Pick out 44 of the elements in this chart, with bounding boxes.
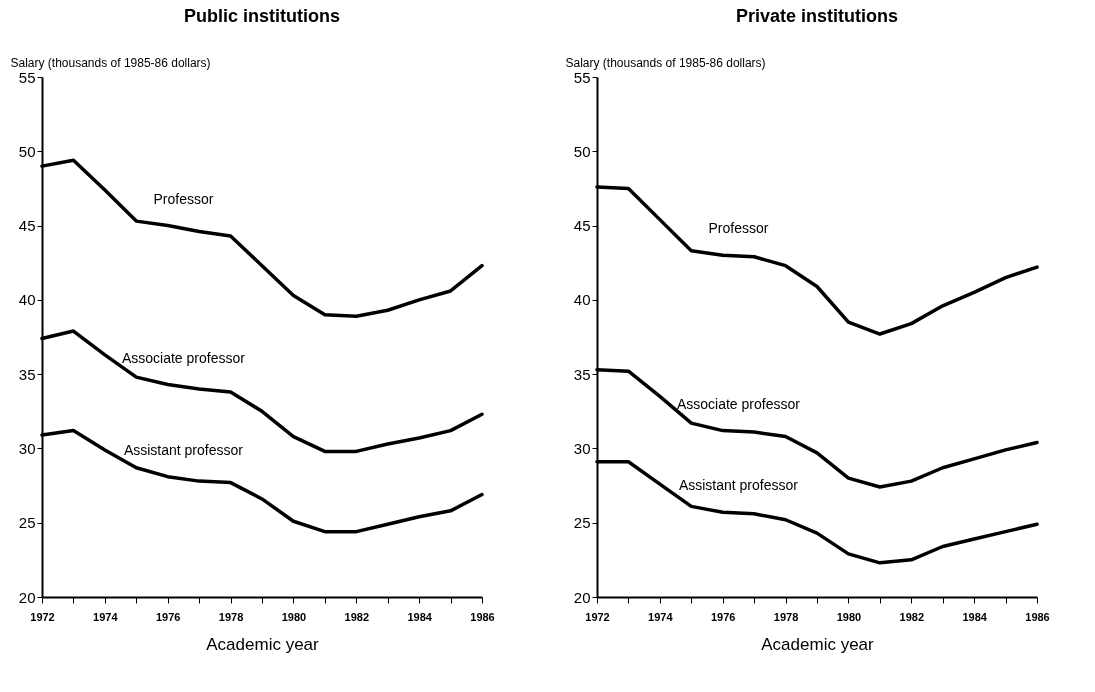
y-tick-label: 25 <box>573 514 591 532</box>
y-tick-label: 55 <box>18 68 36 86</box>
series-label: Assistant professor <box>123 441 244 458</box>
y-tick-label: 55 <box>573 68 591 86</box>
x-tick-label: 1978 <box>773 610 799 623</box>
x-tick-label: 1984 <box>962 610 988 623</box>
series-label: Assistant professor <box>678 477 799 494</box>
y-tick-label: 20 <box>18 588 36 606</box>
x-tick-label: 1974 <box>648 610 674 623</box>
y-tick-label: 50 <box>573 142 591 160</box>
y-axis-title: Salary (thousands of 1985-86 dollars) <box>10 55 211 70</box>
y-tick-label: 30 <box>573 439 591 457</box>
series-label: Professor <box>153 190 214 207</box>
y-tick-label: 25 <box>18 514 36 532</box>
y-axis-title: Salary (thousands of 1985-86 dollars) <box>565 55 766 70</box>
y-tick-label: 35 <box>573 365 591 383</box>
y-tick-label: 45 <box>573 217 591 235</box>
x-tick-label: 1976 <box>710 610 736 623</box>
x-tick-label: 1972 <box>585 610 610 623</box>
x-tick-label: 1972 <box>30 610 55 623</box>
series-label: Associate professor <box>121 349 246 366</box>
x-tick-label: 1986 <box>470 610 495 623</box>
x-tick-label: 1980 <box>836 610 862 623</box>
y-tick-label: 20 <box>573 588 591 606</box>
x-tick-label: 1974 <box>93 610 119 623</box>
chart-title: Public institutions <box>184 6 340 26</box>
x-tick-label: 1984 <box>407 610 433 623</box>
x-tick-label: 1982 <box>899 610 925 623</box>
y-tick-label: 40 <box>18 291 36 309</box>
x-axis-title: Academic year <box>206 634 320 654</box>
series-label: Associate professor <box>676 395 801 412</box>
y-tick-label: 30 <box>18 439 36 457</box>
y-tick-label: 50 <box>18 142 36 160</box>
x-tick-label: 1978 <box>218 610 244 623</box>
x-tick-label: 1980 <box>281 610 307 623</box>
chart-title: Private institutions <box>735 6 899 26</box>
y-tick-label: 45 <box>18 217 36 235</box>
series-label: Professor <box>708 220 769 237</box>
y-tick-label: 40 <box>573 291 591 309</box>
x-tick-label: 1982 <box>344 610 370 623</box>
x-tick-label: 1986 <box>1025 610 1050 623</box>
y-tick-label: 35 <box>18 365 36 383</box>
x-axis-title: Academic year <box>761 634 875 654</box>
x-tick-label: 1976 <box>155 610 181 623</box>
